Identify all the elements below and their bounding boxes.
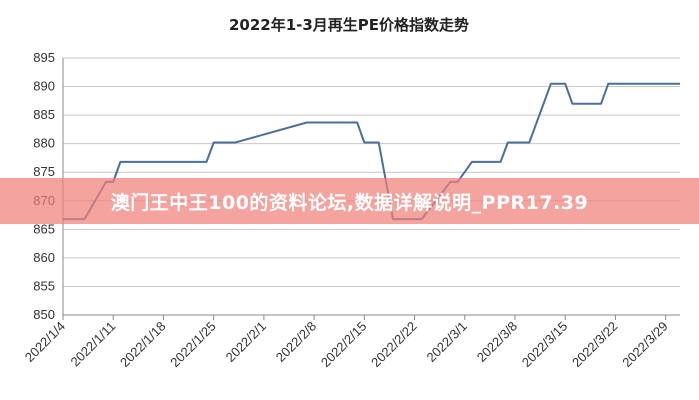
y-tick-label: 860 xyxy=(33,250,55,265)
x-tick-label: 2022/3/29 xyxy=(619,319,671,371)
x-tick-label: 2022/2/15 xyxy=(318,319,370,371)
y-tick-label: 855 xyxy=(33,278,55,293)
y-tick-label: 875 xyxy=(33,164,55,179)
banner-text: 澳门王中王100的资料论坛,数据详解说明_PPR17.39 xyxy=(110,191,589,214)
x-tick-label: 2022/3/1 xyxy=(423,319,469,365)
y-tick-label: 865 xyxy=(33,221,55,236)
y-tick-label: 850 xyxy=(33,307,55,322)
x-tick-label: 2022/1/4 xyxy=(22,319,68,365)
x-tick-label: 2022/2/1 xyxy=(223,319,269,365)
x-tick-label: 2022/3/8 xyxy=(474,319,520,365)
watermark-banner: 澳门王中王100的资料论坛,数据详解说明_PPR17.39 xyxy=(0,178,699,224)
x-tick-label: 2022/2/22 xyxy=(368,319,420,371)
y-tick-label: 890 xyxy=(33,79,55,94)
x-tick-label: 2022/2/8 xyxy=(273,319,319,365)
x-tick-label: 2022/3/15 xyxy=(519,319,571,371)
y-tick-labels: 850855860865870875880885890895 xyxy=(33,50,55,322)
y-tick-label: 885 xyxy=(33,107,55,122)
x-tick-label: 2022/1/18 xyxy=(117,319,169,371)
chart-title: 2022年1-3月再生PE价格指数走势 xyxy=(229,16,469,34)
x-tick-label: 2022/3/22 xyxy=(569,319,621,371)
y-tick-label: 895 xyxy=(33,50,55,65)
x-tick-label: 2022/1/25 xyxy=(167,319,219,371)
x-tick-label: 2022/1/11 xyxy=(68,319,119,370)
y-tick-label: 880 xyxy=(33,136,55,151)
